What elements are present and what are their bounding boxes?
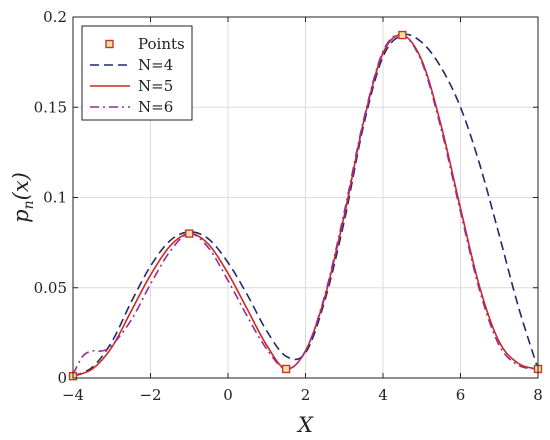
series-line-n-6	[72, 33, 539, 375]
y-tick-label: 0.2	[43, 8, 67, 26]
y-tick-label: 0	[57, 369, 67, 387]
legend: Points N=4 N=5 N=6	[81, 25, 193, 121]
y-tick-label: 0.1	[43, 189, 67, 207]
series-line-n-4	[72, 33, 539, 377]
data-point	[185, 229, 194, 238]
x-tick-label: −2	[139, 386, 161, 404]
y-axis-title: pn(x)	[9, 172, 37, 223]
y-tick-label: 0.15	[34, 98, 67, 116]
x-tick-label: 8	[533, 386, 543, 404]
axis-ticks: −4 −2 0 2 4 6 8 0 0.05 0.1 0.15 0.2	[34, 8, 543, 404]
legend-marker-points	[105, 39, 114, 49]
x-tick-label: 4	[378, 386, 388, 404]
legend-label-n-4: N=4	[138, 56, 173, 74]
x-tick-label: 2	[301, 386, 311, 404]
series-lines	[72, 33, 539, 377]
data-point	[281, 364, 291, 374]
x-tick-label: −4	[62, 386, 84, 404]
x-tick-label: 0	[223, 386, 233, 404]
legend-label-points: Points	[138, 35, 185, 53]
x-tick-label: 6	[456, 386, 466, 404]
legend-box	[81, 25, 193, 121]
legend-label-n-6: N=6	[138, 98, 173, 116]
data-point	[398, 30, 407, 40]
legend-label-n-5: N=5	[138, 77, 173, 95]
x-axis-title: X	[296, 413, 314, 437]
y-tick-label: 0.05	[34, 279, 67, 297]
